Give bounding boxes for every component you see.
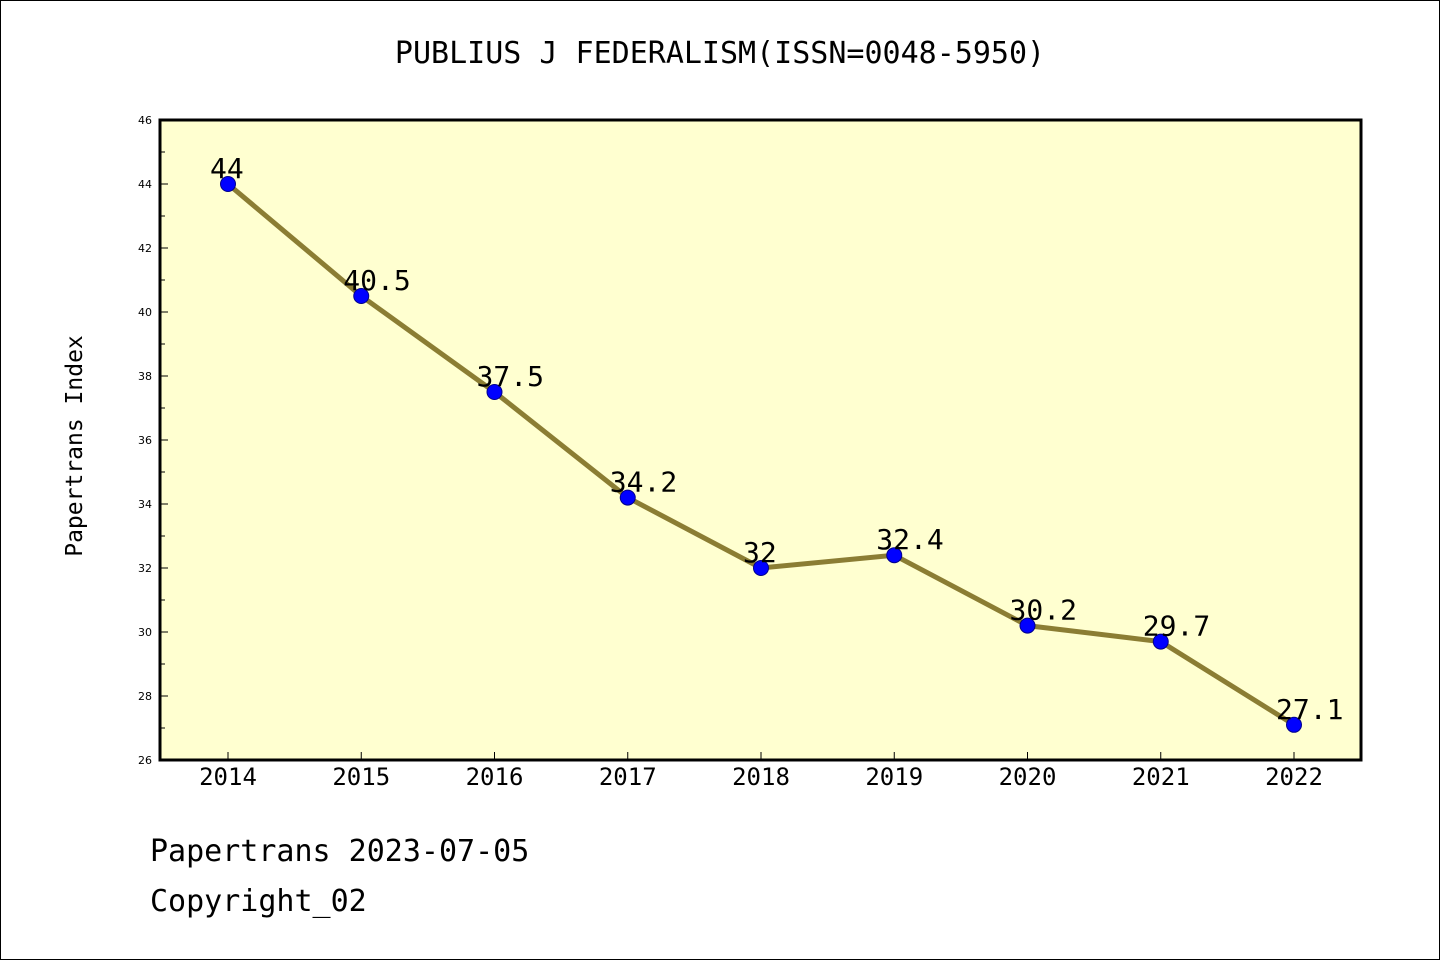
data-label: 27.1 (1276, 693, 1343, 726)
data-points (220, 176, 1302, 733)
x-tick-label: 2018 (732, 763, 790, 791)
x-tick-label: 2016 (466, 763, 524, 791)
x-tick-label: 2015 (332, 763, 390, 791)
x-tick-label: 2014 (199, 763, 257, 791)
y-tick-label: 44 (138, 178, 152, 191)
x-tick-label: 2021 (1132, 763, 1190, 791)
data-label: 44 (210, 152, 244, 185)
footer-copyright: Copyright_02 (150, 884, 367, 919)
y-tick-label: 40 (138, 306, 152, 319)
data-point (619, 489, 636, 506)
y-tick-label: 38 (138, 370, 152, 383)
data-label: 30.2 (1010, 594, 1077, 627)
data-point (353, 288, 370, 304)
y-tick-label: 26 (138, 754, 152, 767)
y-tick-label: 42 (138, 242, 152, 255)
data-point (1019, 617, 1036, 634)
x-tick-label: 2022 (1265, 763, 1323, 791)
data-label: 32.4 (876, 523, 943, 556)
y-tick-label: 46 (138, 114, 152, 127)
x-tick-label: 2020 (999, 763, 1057, 791)
plot-area (158, 118, 1363, 762)
data-point (486, 384, 503, 400)
data-label: 37.5 (477, 360, 544, 393)
data-point (886, 547, 903, 564)
data-label: 40.5 (343, 264, 410, 297)
x-tick-label: 2017 (599, 763, 657, 791)
y-tick-label: 32 (138, 562, 152, 575)
data-labels: 44 40.5 37.5 34.2 32 32.4 30.2 29.7 27.1 (210, 152, 1343, 726)
footer-date: Papertrans 2023-07-05 (150, 834, 530, 869)
data-point (1286, 716, 1302, 733)
data-point (220, 176, 236, 192)
data-point (1152, 633, 1169, 650)
y-axis-ticks: 26 28 30 32 34 36 38 40 42 44 46 (138, 114, 168, 767)
y-tick-label: 34 (138, 498, 152, 511)
data-label: 32 (743, 536, 777, 569)
y-tick-label: 30 (138, 626, 152, 639)
data-label: 29.7 (1143, 610, 1210, 643)
data-point (753, 560, 769, 576)
data-label: 34.2 (610, 466, 677, 499)
y-tick-label: 36 (138, 434, 152, 447)
x-tick-label: 2019 (865, 763, 923, 791)
y-tick-label: 28 (138, 690, 152, 703)
x-axis-ticks: 2014 2015 2016 2017 2018 2019 2020 2021 2022 (199, 752, 1323, 791)
chart-title: PUBLIUS J FEDERALISM(ISSN=0048-5950) (394, 36, 1046, 71)
